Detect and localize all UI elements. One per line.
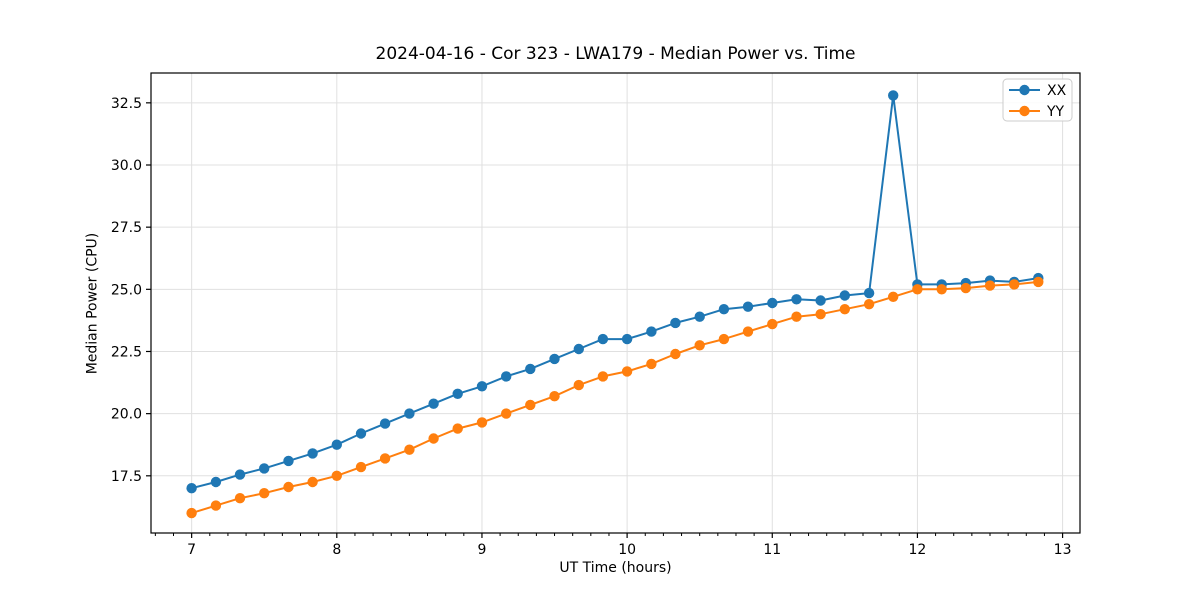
data-point-xx [525,363,536,375]
data-point-xx [501,371,512,382]
data-point-yy [791,311,802,322]
data-point-yy [186,507,197,519]
data-point-xx [815,295,826,306]
data-point-yy [573,379,584,391]
data-point-xx [742,301,754,312]
data-point-yy [549,391,560,402]
data-point-yy [259,488,270,499]
data-point-yy [815,309,826,320]
data-point-xx [210,476,222,488]
data-point-yy [355,461,367,473]
y-tick-label: 25.0 [111,282,142,298]
data-point-xx [863,287,875,299]
data-point-yy [936,284,947,295]
y-tick-label: 27.5 [111,220,142,236]
data-point-xx [767,297,778,309]
plot-border [150,72,1081,534]
grid [151,73,1080,533]
legend-label-xx: XX [1047,83,1067,99]
data-point-xx [379,418,391,429]
data-point-yy [718,333,730,345]
data-point-yy [597,371,609,382]
data-point-xx [694,311,705,322]
legend: XX YY [1002,78,1073,122]
data-point-yy [767,318,778,330]
x-tick-label: 9 [477,542,486,558]
data-point-yy [742,326,754,337]
data-point-yy [307,476,318,488]
data-point-xx [670,317,681,329]
data-point-yy [839,304,850,315]
data-point-yy [960,282,971,294]
data-point-yy [525,399,536,411]
data-point-xx [404,408,415,419]
series-line-yy [190,280,1040,515]
data-point-yy [379,453,391,464]
data-point-xx [331,439,342,450]
series [186,90,1044,519]
data-point-xx [888,90,899,101]
data-point-xx [791,294,802,305]
data-point-yy [476,417,488,428]
data-point-yy [210,500,222,511]
data-point-yy [888,291,899,302]
data-point-yy [1033,276,1044,288]
data-point-yy [670,348,681,360]
x-tick-label: 12 [909,542,927,558]
data-point-xx [355,428,367,439]
x-tick-label: 13 [1054,542,1072,558]
data-point-xx [283,455,294,467]
x-tick-label: 8 [332,542,341,558]
data-point-yy [694,340,705,351]
data-point-yy [501,408,512,419]
data-point-xx [452,388,463,399]
y-tick-label: 20.0 [111,407,142,423]
x-tick-label: 10 [618,542,636,558]
data-point-xx [428,398,439,409]
data-point-yy [283,481,294,493]
axes: 7 8 9 10 11 12 13 17.5 20.0 22.5 25.0 27.5 30.0 32.5 [111,72,1081,558]
data-point-xx [186,483,197,494]
legend-marker [1019,105,1030,117]
data-point-xx [597,333,609,345]
data-point-yy [234,493,246,504]
data-point-yy [646,358,657,370]
x-axis-label: UT Time (hours) [559,560,672,576]
y-tick-label: 17.5 [111,469,142,485]
y-tick-label: 22.5 [111,344,142,360]
chart-title: 2024-04-16 - Cor 323 - LWA179 - Median P… [375,44,856,64]
data-point-xx [234,469,246,480]
data-point-yy [621,366,633,377]
data-point-xx [259,463,270,474]
data-point-yy [863,299,875,310]
data-point-xx [307,448,318,459]
data-point-yy [331,470,342,481]
x-tick-label: 11 [763,542,781,558]
data-point-xx [718,304,730,315]
data-point-yy [428,433,439,444]
legend-marker [1019,84,1030,96]
y-axis-label: Median Power (CPU) [84,232,101,375]
x-tick-label: 7 [187,542,196,558]
data-point-xx [573,343,584,355]
data-point-yy [912,284,923,295]
data-point-xx [549,353,560,365]
legend-label-yy: YY [1046,104,1065,120]
data-point-xx [839,290,850,301]
data-point-yy [452,423,463,434]
y-tick-label: 30.0 [111,158,142,174]
data-point-yy [984,280,996,291]
data-point-xx [476,381,488,392]
y-tick-label: 32.5 [111,96,142,112]
data-point-yy [1009,279,1020,290]
data-point-yy [404,444,415,455]
data-point-xx [621,333,633,345]
data-point-xx [646,326,657,337]
